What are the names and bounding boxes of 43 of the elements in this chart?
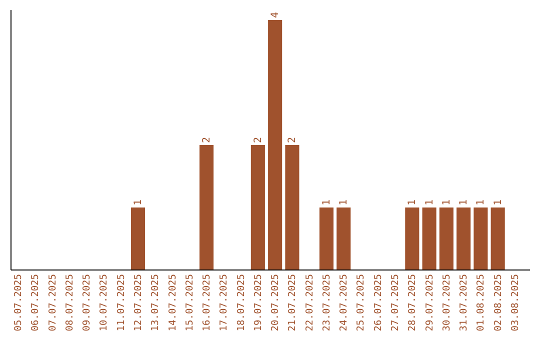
data-label: 1 (476, 199, 487, 206)
data-label: 2 (202, 136, 213, 143)
data-label: 1 (407, 199, 418, 206)
x-tick-label: 16.07.2025 (202, 274, 213, 332)
x-tick-label: 08.07.2025 (64, 274, 76, 332)
x-tick-label: 02.08.2025 (492, 274, 504, 332)
x-tick-label: 20.07.2025 (270, 274, 282, 332)
x-tick-label: 11.07.2025 (116, 274, 127, 332)
x-tick-label: 18.07.2025 (236, 274, 247, 332)
x-tick-label: 30.07.2025 (441, 274, 452, 332)
x-tick-label: 27.07.2025 (390, 274, 402, 332)
x-tick-label: 10.07.2025 (98, 274, 110, 332)
x-tick-label: 05.07.2025 (13, 274, 24, 332)
data-label: 1 (458, 199, 470, 206)
x-tick-label: 23.07.2025 (321, 274, 332, 332)
x-tick-label: 24.07.2025 (338, 274, 350, 332)
x-tick-label: 07.07.2025 (47, 274, 58, 332)
data-label: 1 (338, 199, 350, 206)
data-label: 1 (321, 199, 332, 206)
x-tick-label: 03.08.2025 (510, 274, 521, 332)
data-label: 1 (441, 199, 452, 206)
x-tick-label: 14.07.2025 (167, 274, 178, 332)
x-tick-label: 22.07.2025 (304, 274, 316, 332)
x-tick-label: 21.07.2025 (287, 274, 298, 332)
x-tick-label: 28.07.2025 (407, 274, 418, 332)
data-label: 1 (492, 199, 504, 206)
x-tick-label: 17.07.2025 (218, 274, 230, 332)
x-tick-label: 13.07.2025 (150, 274, 162, 332)
x-tick-label: 06.07.2025 (30, 274, 42, 332)
x-tick-label: 29.07.2025 (424, 274, 436, 332)
data-label: 2 (287, 136, 298, 143)
x-tick-label: 15.07.2025 (184, 274, 196, 332)
data-label: 1 (132, 199, 144, 206)
x-tick-label: 19.07.2025 (252, 274, 264, 332)
x-tick-label: 31.07.2025 (458, 274, 470, 332)
x-tick-label: 01.08.2025 (476, 274, 487, 332)
x-tick-label: 26.07.2025 (372, 274, 384, 332)
x-tick-label: 25.07.2025 (356, 274, 367, 332)
x-tick-label: 12.07.2025 (132, 274, 144, 332)
data-label: 4 (270, 12, 282, 18)
data-label: 1 (424, 199, 436, 206)
x-tick-label: 09.07.2025 (82, 274, 93, 332)
data-label: 2 (252, 136, 264, 143)
